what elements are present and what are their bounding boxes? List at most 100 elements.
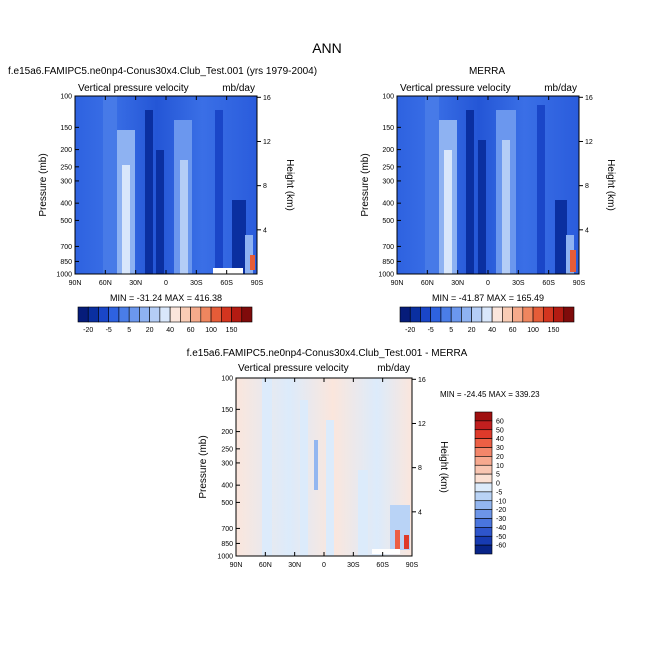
y-tick-label: 700 [221,526,233,533]
x-tick-label: 60N [259,562,272,569]
y-tick-label: 100 [221,376,233,383]
colorbar-label: 5 [127,327,131,334]
colorbar-swatch [180,306,191,323]
colorbar-label: -60 [496,543,506,550]
colorbar-label: 10 [496,463,504,470]
x-tick-label: 90S [406,562,419,569]
colorbar-swatch [481,306,493,323]
colorbar-label: 0 [496,481,500,488]
y2-axis-title: Height (km) [605,159,616,211]
colorbar-swatch [474,420,493,431]
latitude-axis: 90N 60N 30N 0 30S 60S 90S [391,96,586,287]
y-tick-label: 150 [382,125,394,132]
x-tick-label: 90N [230,562,243,569]
colorbar-swatch [77,306,89,323]
colorbar-swatch [200,306,212,323]
y2-axis-title: Height (km) [438,441,449,493]
colorbar-swatch [474,509,493,519]
colorbar-label: -10 [496,498,506,505]
colorbar-swatch [522,306,534,323]
colorbar-swatch [474,464,493,475]
colorbar-label: -20 [496,507,506,514]
colorbar-label: 40 [496,436,504,443]
colorbar-swatch [474,482,493,493]
y-tick-label: 700 [382,244,394,251]
colorbar-swatch [474,473,493,484]
y-tick-label: 300 [60,178,72,185]
colorbar-label: 30 [496,445,504,452]
model-panel: f.e15a6.FAMIPC5.ne0np4-Conus30x4.Club_Te… [8,66,317,334]
y-tick-label: 100 [382,94,394,101]
panel-right-string: mb/day [544,83,577,94]
y2-tick-label: 4 [418,509,422,516]
colorbar-swatch [474,535,493,546]
x-tick-label: 0 [486,280,490,287]
y-tick-label: 1000 [56,272,72,279]
colorbar-swatch [108,306,120,323]
colorbar-swatch [231,306,243,323]
colorbar-swatch [409,306,421,323]
y2-axis-title: Height (km) [284,159,295,211]
colorbar-label: -20 [83,327,93,334]
colorbar-swatch [461,306,472,323]
x-tick-label: 90S [573,280,586,287]
colorbar: -20 -5 5 20 40 60 100 150 [399,306,575,334]
y2-tick-label: 8 [585,183,589,190]
colorbar-label: 20 [468,327,476,334]
colorbar-label: -30 [496,516,506,523]
colorbar-label: -5 [428,327,434,334]
colorbar-swatch [553,306,565,323]
colorbar-swatch [220,306,232,323]
panel-right-string: mb/day [377,363,410,374]
colorbar-label: 60 [496,418,504,425]
colorbar: -20 -5 5 20 40 60 100 150 [77,306,253,334]
y-tick-label: 150 [221,407,233,414]
x-tick-label: 60N [99,280,112,287]
colorbar-swatch [474,456,493,466]
y2-tick-label: 16 [418,377,426,384]
y2-tick-label: 8 [263,183,267,190]
y2-tick-label: 4 [585,227,589,234]
colorbar-swatch [159,306,171,323]
colorbar-swatch [512,306,524,323]
colorbar-swatch [87,306,99,323]
x-tick-label: 60N [421,280,434,287]
panel-left-string: Vertical pressure velocity [78,83,189,94]
colorbar-label: 20 [496,454,504,461]
y-tick-label: 850 [60,259,72,266]
colorbar-label: -50 [496,534,506,541]
x-tick-label: 30S [347,562,360,569]
y2-tick-label: 16 [263,95,271,102]
y2-tick-label: 16 [585,95,593,102]
colorbar-swatch [399,306,411,323]
y-tick-label: 250 [221,446,233,453]
y-tick-label: 400 [221,483,233,490]
colorbar-swatch [139,306,150,323]
colorbar-label: 5 [449,327,453,334]
x-tick-label: 30N [451,280,464,287]
x-tick-label: 90N [69,280,82,287]
colorbar-swatch [474,518,493,528]
latitude-axis: 90N 60N 30N 0 30S 60S 90S [230,378,419,569]
colorbar-label: 100 [527,327,539,334]
colorbar-label: 150 [548,327,560,334]
colorbar-swatch [474,500,493,510]
pressure-axis: 100 150 200 250 300 400 500 700 850 1000 [378,94,401,279]
colorbar-swatch [532,306,544,323]
contour-field [397,96,579,274]
contour-field [75,96,257,274]
colorbar-label: 50 [496,427,504,434]
colorbar-label: 100 [205,327,217,334]
colorbar-swatch [210,306,222,323]
colorbar-swatch [542,306,554,323]
colorbar-swatch [450,306,462,323]
colorbar-swatch [474,491,493,502]
colorbar-label: 60 [187,327,195,334]
contour-field [236,378,412,556]
height-axis: 16 12 8 4 [412,377,426,516]
x-tick-label: 30N [288,562,301,569]
colorbar-swatch [430,306,442,323]
y-tick-label: 250 [382,164,394,171]
colorbar-label: 5 [496,472,500,479]
